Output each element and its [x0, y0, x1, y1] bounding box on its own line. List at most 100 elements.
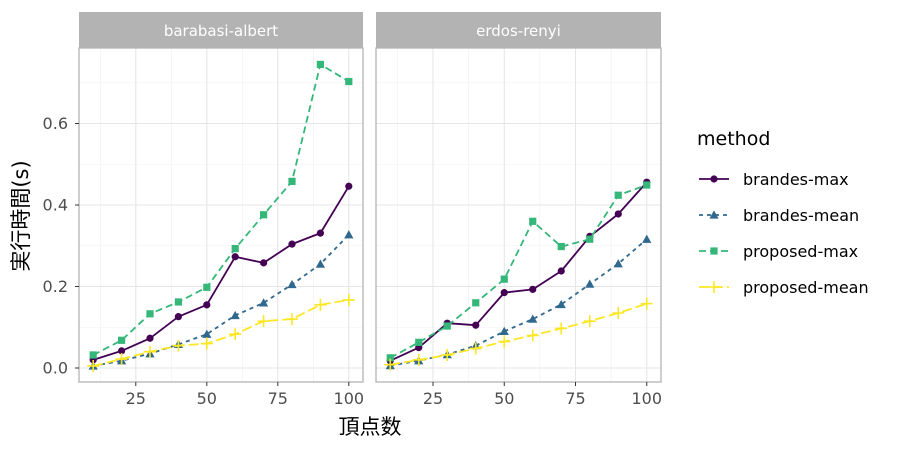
- data-point-proposed-mean: [441, 348, 454, 361]
- data-point-brandes-max: [614, 210, 622, 218]
- data-point-proposed-max: [586, 235, 594, 243]
- data-point-proposed-mean: [384, 358, 397, 371]
- data-point-brandes-mean: [315, 259, 325, 268]
- data-point-brandes-max: [472, 321, 480, 329]
- data-point-proposed-max: [529, 217, 537, 225]
- data-point-brandes-mean: [499, 326, 509, 336]
- data-point-brandes-max: [529, 285, 537, 293]
- data-point-brandes-mean: [585, 279, 595, 288]
- legend-item-proposed-mean: proposed-mean: [699, 278, 869, 297]
- panel-border: [78, 47, 364, 383]
- data-point-brandes-max: [288, 240, 296, 248]
- data-point-brandes-mean: [287, 279, 297, 289]
- x-tick-label: 50: [494, 389, 514, 408]
- data-point-brandes-max: [557, 267, 565, 275]
- data-point-proposed-max: [260, 211, 268, 219]
- data-point-brandes-mean: [230, 310, 240, 320]
- legend-item-brandes-max: brandes-max: [699, 170, 849, 189]
- facet-strip-label: barabasi-albert: [164, 22, 278, 40]
- panel-background: [376, 48, 661, 382]
- series-line-brandes-max: [92, 185, 350, 361]
- data-point-proposed-max: [89, 351, 97, 359]
- legend-key-marker: [710, 247, 718, 255]
- data-point-proposed-max: [288, 177, 296, 185]
- legend-key-marker: [710, 175, 718, 183]
- data-point-proposed-mean: [257, 315, 270, 328]
- legend-key-marker: [708, 281, 720, 293]
- legend-item-proposed-max: proposed-max: [699, 242, 858, 261]
- data-point-proposed-mean: [469, 342, 482, 355]
- legend-title: method: [697, 128, 770, 150]
- data-point-proposed-mean: [172, 339, 185, 352]
- data-point-brandes-max: [146, 334, 154, 342]
- data-point-brandes-max: [345, 182, 353, 190]
- data-point-proposed-mean: [342, 293, 355, 306]
- data-point-brandes-mean: [613, 259, 623, 268]
- data-point-brandes-max: [118, 347, 126, 355]
- panel-erdos-renyi: erdos-renyi 25 50 75 100: [375, 12, 662, 408]
- legend-label: proposed-max: [743, 242, 858, 261]
- data-point-proposed-mean: [640, 297, 653, 310]
- data-point-proposed-max: [472, 299, 480, 307]
- data-point-brandes-mean: [528, 314, 538, 323]
- data-point-brandes-mean: [556, 299, 566, 309]
- data-point-proposed-max: [443, 322, 451, 330]
- data-point-proposed-max: [643, 181, 651, 189]
- data-point-proposed-max: [118, 336, 126, 344]
- facet-strip-label: erdos-renyi: [476, 22, 561, 40]
- data-point-proposed-mean: [555, 322, 568, 335]
- y-tick-label: 0.4: [43, 196, 68, 215]
- data-point-brandes-max: [174, 313, 182, 321]
- x-tick-label: 75: [565, 389, 585, 408]
- series-line-brandes-max: [389, 181, 648, 362]
- data-point-proposed-max: [386, 354, 394, 362]
- data-point-proposed-mean: [583, 315, 596, 328]
- panel-background: [79, 48, 363, 382]
- data-point-brandes-max: [316, 229, 324, 237]
- data-point-proposed-max: [557, 242, 565, 251]
- data-point-proposed-mean: [412, 353, 425, 366]
- data-point-proposed-mean: [200, 337, 213, 350]
- data-point-proposed-mean: [526, 329, 539, 342]
- y-tick-label: 0.0: [43, 359, 68, 378]
- x-tick-label: 50: [197, 389, 217, 408]
- data-point-brandes-mean: [344, 230, 354, 239]
- x-axis-title: 頂点数: [339, 415, 402, 439]
- data-point-proposed-max: [316, 60, 324, 69]
- data-point-proposed-mean: [612, 306, 625, 319]
- data-point-proposed-mean: [115, 353, 128, 366]
- data-point-proposed-max: [415, 338, 423, 346]
- facet-strip: [376, 12, 661, 48]
- x-tick-label: 25: [423, 389, 443, 408]
- data-point-proposed-max: [614, 191, 622, 199]
- data-point-proposed-mean: [87, 359, 100, 372]
- data-point-proposed-max: [345, 77, 353, 86]
- legend-item-brandes-mean: brandes-mean: [699, 206, 859, 225]
- data-point-brandes-mean: [202, 329, 212, 338]
- x-tick-label: 100: [334, 389, 365, 408]
- data-point-proposed-mean: [229, 328, 242, 341]
- series-line-proposed-max: [92, 63, 350, 356]
- y-tick-label: 0.2: [43, 277, 68, 296]
- legend-label: brandes-max: [743, 170, 849, 189]
- data-point-brandes-mean: [642, 234, 652, 243]
- data-point-brandes-max: [203, 301, 211, 309]
- data-point-proposed-mean: [498, 335, 511, 348]
- x-tick-label: 25: [126, 389, 146, 408]
- data-point-brandes-max: [231, 253, 239, 261]
- data-point-brandes-mean: [259, 298, 269, 307]
- legend-key-marker: [709, 210, 719, 219]
- legend-label: brandes-mean: [743, 206, 859, 225]
- data-point-brandes-max: [260, 259, 268, 267]
- x-tick-label: 100: [631, 389, 662, 408]
- series-line-brandes-mean: [93, 234, 350, 367]
- data-point-proposed-mean: [314, 298, 327, 311]
- legend-label: proposed-mean: [743, 278, 869, 297]
- data-point-proposed-max: [231, 245, 239, 253]
- panel-border: [375, 47, 662, 383]
- data-point-proposed-max: [203, 283, 211, 291]
- data-point-proposed-max: [500, 275, 508, 283]
- data-point-proposed-max: [146, 310, 154, 318]
